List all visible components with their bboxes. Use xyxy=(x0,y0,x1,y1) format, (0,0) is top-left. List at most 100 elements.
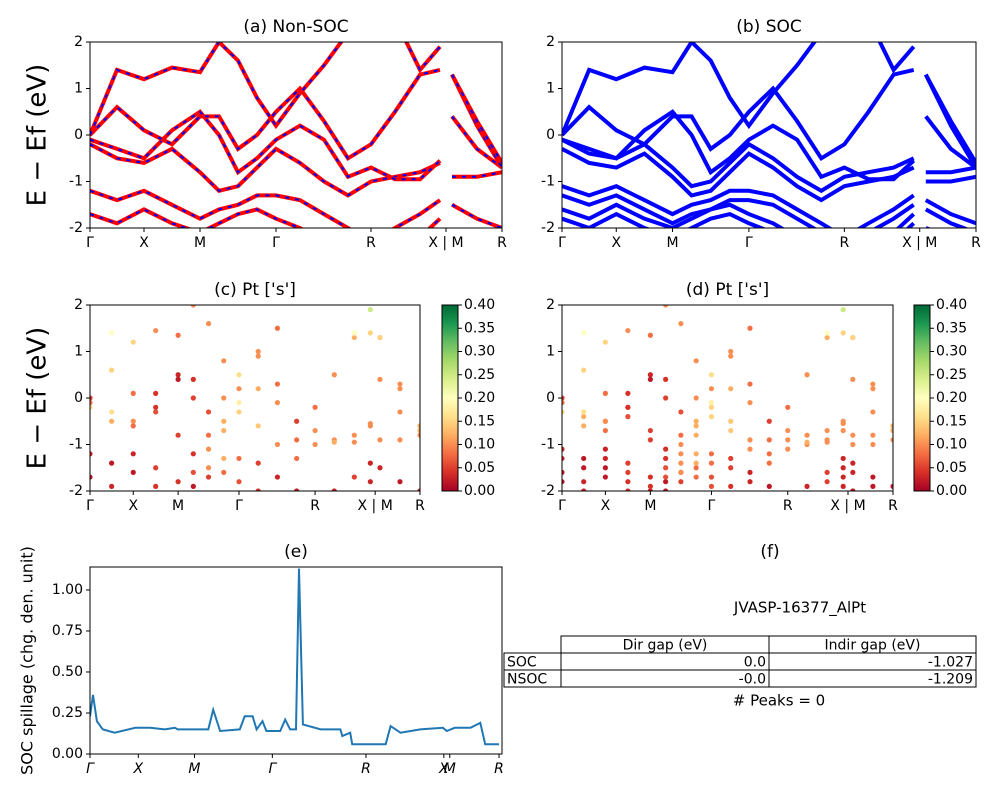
projected-point xyxy=(377,465,383,471)
projected-point xyxy=(190,483,196,489)
projected-point xyxy=(728,348,734,355)
projected-point xyxy=(190,305,196,308)
projected-point xyxy=(850,376,856,382)
projected-point xyxy=(825,493,830,498)
projected-point xyxy=(870,441,876,448)
projected-point xyxy=(351,334,357,341)
projected-point xyxy=(90,395,93,401)
projected-point xyxy=(312,265,317,270)
projected-point xyxy=(625,390,631,396)
projected-point xyxy=(804,279,809,284)
projected-point xyxy=(870,409,876,415)
projected-point xyxy=(708,386,715,392)
projected-point xyxy=(625,404,631,410)
x-tick-label: R xyxy=(361,761,371,777)
x-tick-label: X | M xyxy=(357,498,392,514)
projected-point xyxy=(274,325,281,331)
plot-area xyxy=(562,42,976,228)
projected-point xyxy=(581,330,587,336)
projected-point xyxy=(153,404,159,410)
chart-title: (d) Pt ['s'] xyxy=(686,280,769,300)
projected-point xyxy=(294,516,299,521)
cell-value: -1.209 xyxy=(928,672,973,688)
projected-point xyxy=(647,474,653,480)
colorbar-tick-label: 0.05 xyxy=(464,460,495,476)
projected-point xyxy=(647,376,653,382)
projected-point xyxy=(766,418,772,424)
projected-point xyxy=(397,381,403,387)
y-tick-label: -1 xyxy=(541,174,555,190)
projected-point xyxy=(221,358,227,364)
y-tick-label: -1 xyxy=(541,437,555,453)
projected-point xyxy=(367,479,373,485)
projected-point xyxy=(377,437,383,443)
projected-point xyxy=(824,469,830,475)
y-tick-label: 0.00 xyxy=(52,746,83,762)
projected-point xyxy=(890,483,893,489)
projected-point xyxy=(294,455,300,462)
projected-point xyxy=(766,451,772,457)
spillage-line xyxy=(90,568,499,746)
projected-point xyxy=(175,372,181,378)
table-note: # Peaks = 0 xyxy=(733,692,825,710)
projected-point xyxy=(870,474,876,480)
column-header: Indir gap (eV) xyxy=(825,638,921,654)
projected-point xyxy=(221,427,227,434)
projected-point xyxy=(190,469,196,475)
projected-point xyxy=(766,437,772,443)
projected-point xyxy=(785,265,790,270)
projected-point xyxy=(747,507,752,512)
projected-point xyxy=(824,479,830,485)
projected-point xyxy=(663,455,669,462)
projected-point xyxy=(824,334,830,341)
projected-point xyxy=(581,367,587,373)
projected-point xyxy=(397,479,403,485)
x-tick-label: Γ xyxy=(272,235,280,251)
projected-point xyxy=(332,516,337,521)
projected-point xyxy=(678,321,684,327)
projected-point xyxy=(236,400,242,406)
colorbar-tick-label: 0.15 xyxy=(464,413,495,429)
projected-point xyxy=(581,479,587,485)
projected-point xyxy=(890,427,893,434)
projected-point xyxy=(728,483,734,489)
projected-point xyxy=(90,474,93,480)
projected-point xyxy=(90,400,93,406)
projected-point xyxy=(785,526,790,531)
projected-point xyxy=(747,437,753,443)
projected-point xyxy=(255,488,261,491)
projected-point xyxy=(663,488,669,491)
projected-point xyxy=(175,376,181,382)
projected-point xyxy=(785,427,791,434)
projected-point xyxy=(767,493,772,498)
projected-point xyxy=(804,372,810,378)
projected-point xyxy=(581,423,587,429)
projected-point xyxy=(728,493,733,498)
projected-point xyxy=(367,420,373,427)
projected-point xyxy=(840,455,846,462)
band-line xyxy=(562,211,916,228)
x-tick-label: Γ xyxy=(708,498,716,514)
plot-area xyxy=(90,568,499,746)
projected-point xyxy=(312,530,317,535)
chart-title: (c) Pt ['s'] xyxy=(214,280,296,300)
projected-point xyxy=(728,353,734,359)
y-tick-label: 2 xyxy=(546,297,555,313)
projected-point xyxy=(255,460,261,466)
colorbar-tick-label: 0.35 xyxy=(464,320,495,336)
projected-point xyxy=(747,381,753,387)
band-line-overlay xyxy=(90,189,502,228)
projected-point xyxy=(850,334,856,341)
projected-point xyxy=(190,395,196,401)
projected-point xyxy=(153,483,159,489)
projected-point xyxy=(294,488,300,491)
band-line xyxy=(562,147,976,203)
projected-point xyxy=(625,469,631,475)
projected-point xyxy=(785,535,790,540)
y-tick-label: 0 xyxy=(546,127,555,143)
projected-point xyxy=(351,432,357,438)
projected-point xyxy=(255,353,261,359)
projected-point xyxy=(693,395,699,401)
projected-point xyxy=(602,390,608,396)
projected-point xyxy=(693,451,699,457)
